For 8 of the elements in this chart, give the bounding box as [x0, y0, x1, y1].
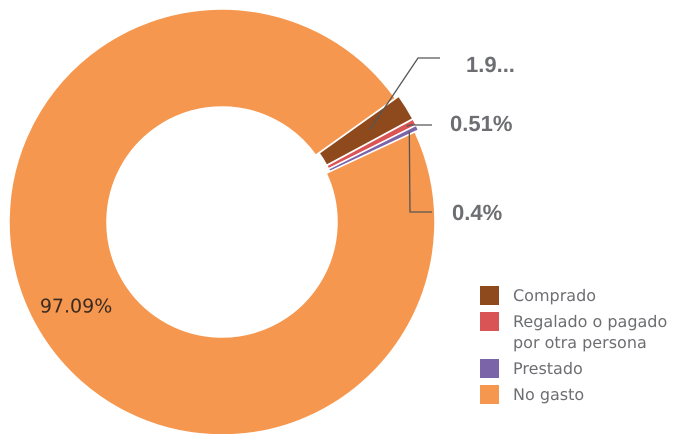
legend-label: Prestado — [513, 359, 583, 378]
data-label: 97.09% — [40, 295, 112, 318]
data-label: 0.51% — [450, 110, 512, 136]
legend-label: Regalado o pagado por otra persona — [513, 312, 668, 352]
data-label: 1.9... — [466, 52, 515, 77]
legend-label: No gasto — [513, 385, 584, 404]
data-label: 0.4% — [452, 200, 502, 225]
legend-label: Comprado — [513, 286, 596, 305]
